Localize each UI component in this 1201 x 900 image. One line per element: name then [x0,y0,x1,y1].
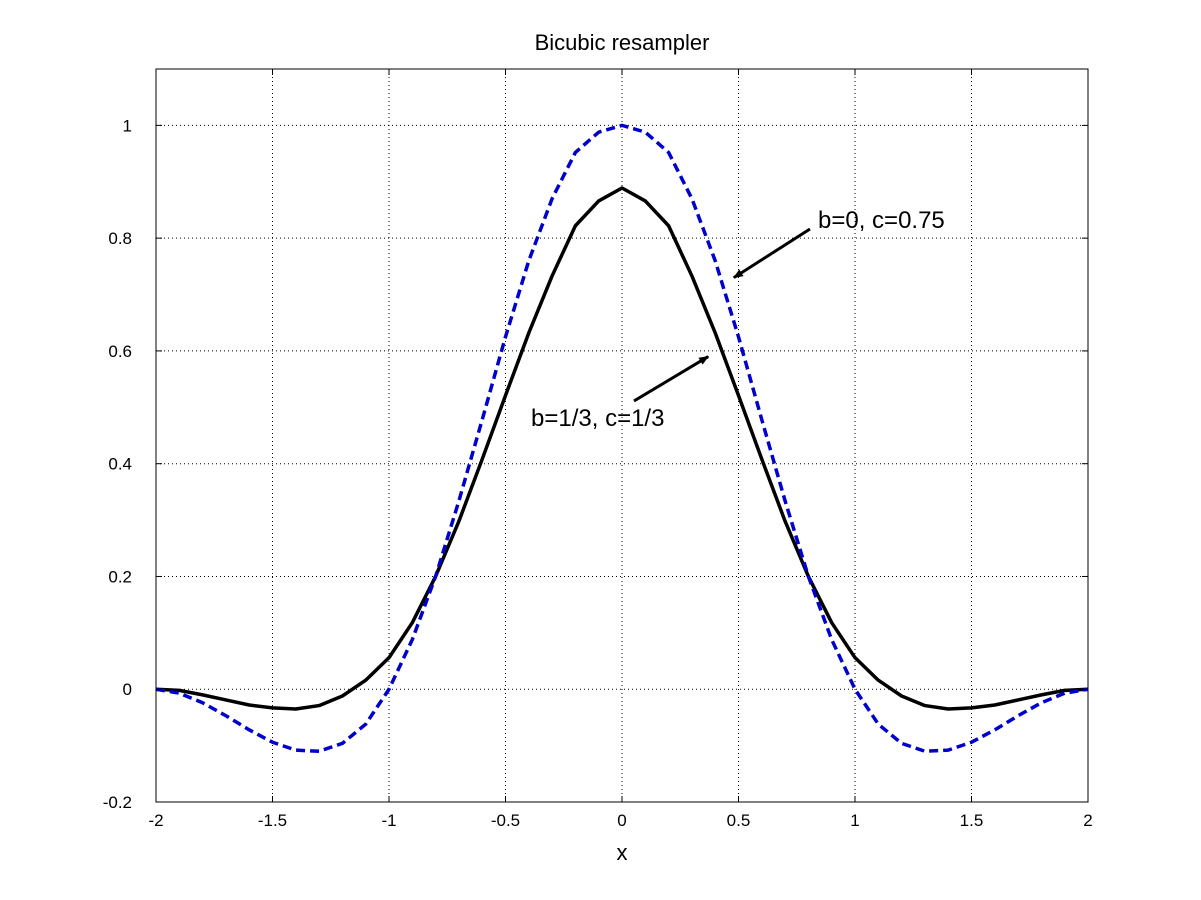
y-tick-label: -0.2 [103,793,132,812]
x-tick-label: -0.5 [491,811,520,830]
annotation-b13-c13-arrow [633,355,710,403]
annotation-b13-c13-text: b=1/3, c=1/3 [531,405,664,432]
plot-background [156,69,1088,802]
y-tick-label: 0.6 [108,342,132,361]
y-tick-label: 0.4 [108,455,132,474]
annotation-b0-c075-arrow [732,227,811,279]
x-tick-label: -1 [381,811,396,830]
y-tick-label: 0 [123,680,132,699]
annotations: b=0, c=0.75 b=1/3, c=1/3 [531,207,945,432]
x-tick-label: -1.5 [258,811,287,830]
ticks: -2 -1.5 -1 -0.5 0 0.5 1 1.5 2 -0.2 0 0.2 0.4 0.6 0.8 1 [103,69,1093,830]
annotation-b0-c075-text: b=0, c=0.75 [818,207,945,234]
series-line-solid [155,186,1089,711]
chart-title: Bicubic resampler [535,30,710,55]
x-axis-label: x [617,840,628,865]
y-tick-label: 1 [123,116,132,135]
x-tick-label: 1 [850,811,859,830]
series-line-dashed [155,123,1089,753]
y-tick-label: 0.2 [108,567,132,586]
x-tick-label: -2 [148,811,163,830]
series-group [155,123,1089,753]
x-tick-label: 2 [1083,811,1092,830]
x-tick-label: 0 [617,811,626,830]
x-tick-label: 0.5 [727,811,751,830]
y-tick-label: 0.8 [108,229,132,248]
x-tick-label: 1.5 [960,811,984,830]
